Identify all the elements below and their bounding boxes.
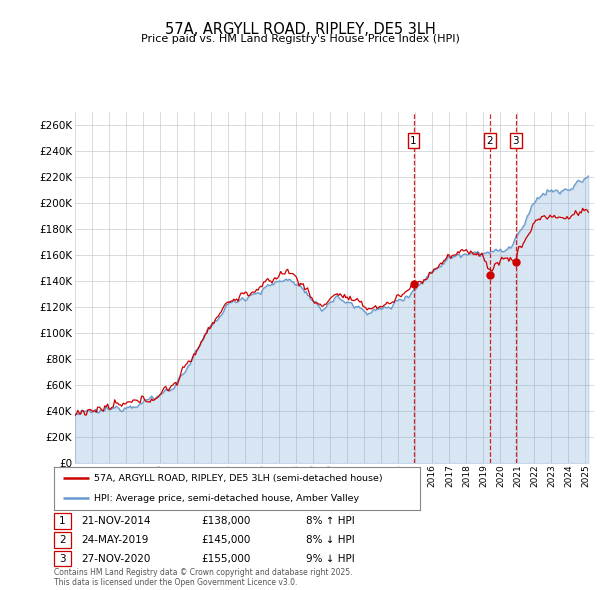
Text: 57A, ARGYLL ROAD, RIPLEY, DE5 3LH (semi-detached house): 57A, ARGYLL ROAD, RIPLEY, DE5 3LH (semi-… [94,474,383,483]
Text: HPI: Average price, semi-detached house, Amber Valley: HPI: Average price, semi-detached house,… [94,494,359,503]
Text: 1: 1 [59,516,66,526]
Text: 1: 1 [410,136,417,146]
Text: £155,000: £155,000 [201,554,250,563]
Text: 8% ↑ HPI: 8% ↑ HPI [306,516,355,526]
Text: 21-NOV-2014: 21-NOV-2014 [81,516,151,526]
Text: 2: 2 [487,136,493,146]
Text: £145,000: £145,000 [201,535,250,545]
Text: 9% ↓ HPI: 9% ↓ HPI [306,554,355,563]
Text: 8% ↓ HPI: 8% ↓ HPI [306,535,355,545]
Text: 2: 2 [59,535,66,545]
Text: 57A, ARGYLL ROAD, RIPLEY, DE5 3LH: 57A, ARGYLL ROAD, RIPLEY, DE5 3LH [164,22,436,37]
Text: £138,000: £138,000 [201,516,250,526]
Text: 3: 3 [512,136,519,146]
Text: Price paid vs. HM Land Registry's House Price Index (HPI): Price paid vs. HM Land Registry's House … [140,34,460,44]
Text: 27-NOV-2020: 27-NOV-2020 [81,554,151,563]
Text: Contains HM Land Registry data © Crown copyright and database right 2025.
This d: Contains HM Land Registry data © Crown c… [54,568,353,587]
Text: 3: 3 [59,554,66,563]
Text: 24-MAY-2019: 24-MAY-2019 [81,535,148,545]
